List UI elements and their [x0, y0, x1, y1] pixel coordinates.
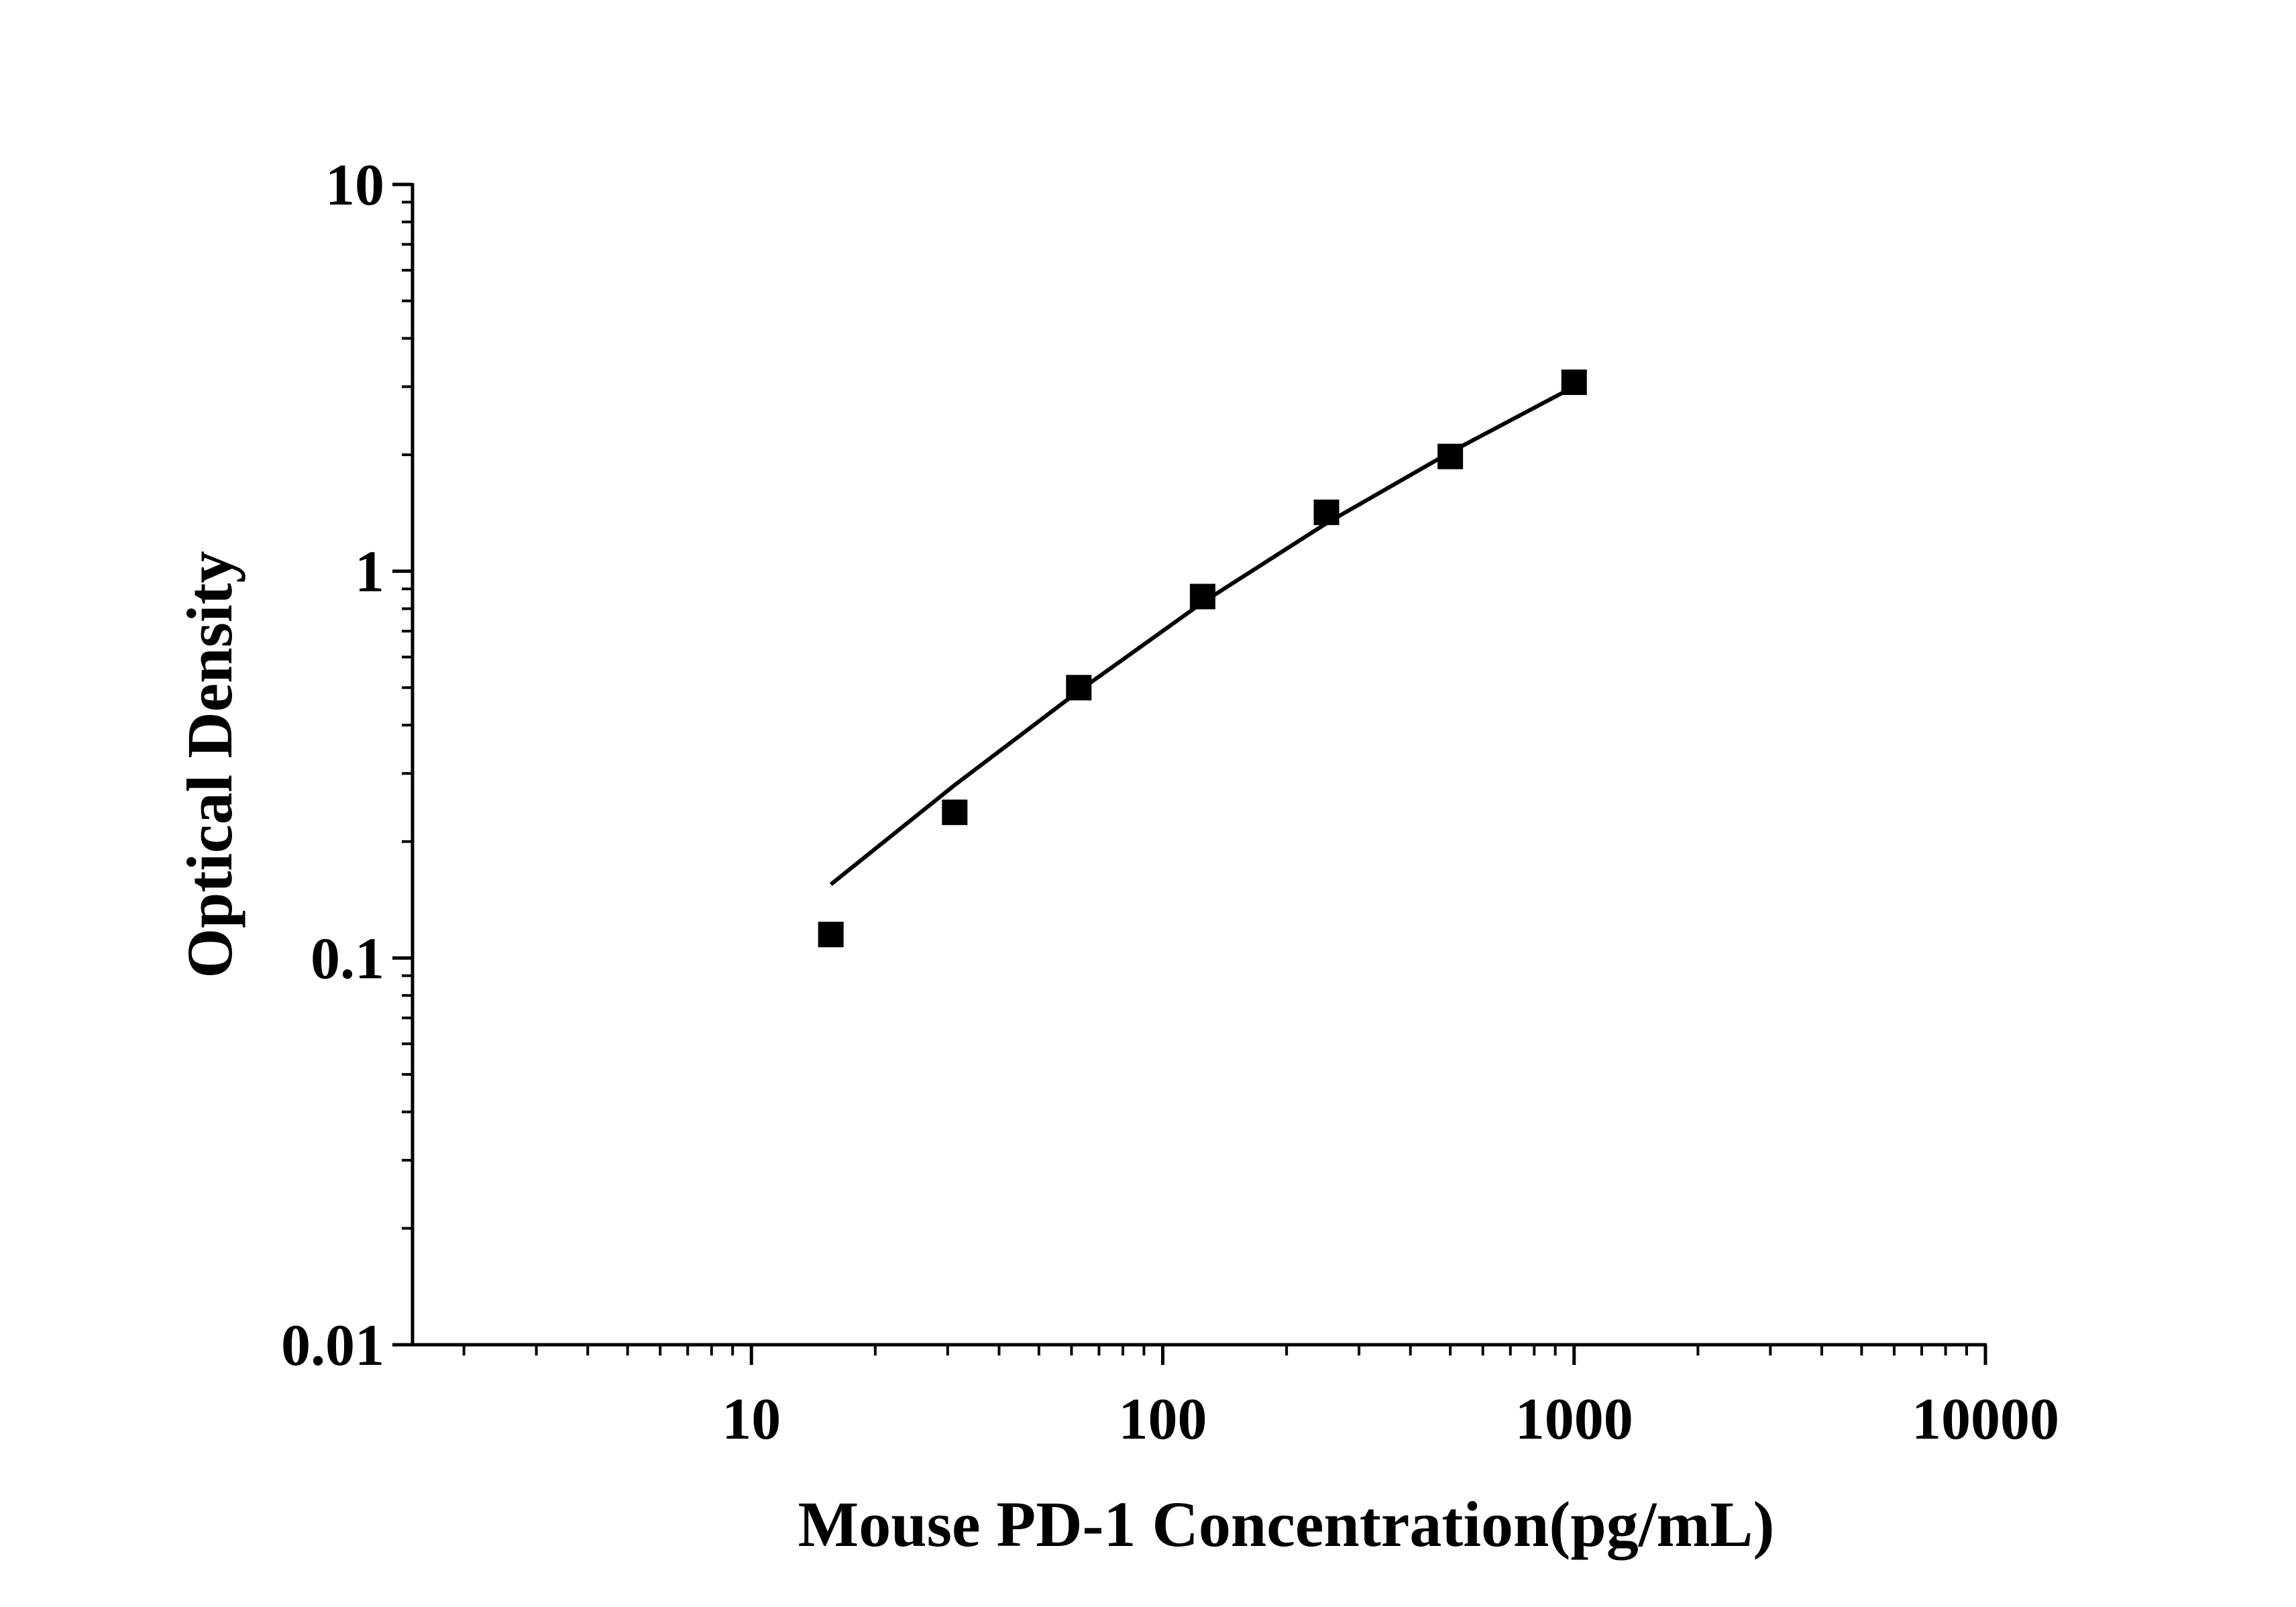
- data-point: [818, 922, 844, 948]
- data-point: [1313, 499, 1340, 525]
- x-tick-label: 100: [1119, 1387, 1207, 1452]
- data-point: [1189, 584, 1215, 610]
- data-point: [1437, 443, 1464, 469]
- y-axis-title: Optical Density: [174, 551, 245, 978]
- x-axis-title: Mouse PD-1 Concentration(pg/mL): [798, 1488, 1775, 1560]
- data-point: [1066, 675, 1092, 701]
- x-tick-label: 10000: [1912, 1387, 2059, 1452]
- x-tick-label: 1000: [1515, 1387, 1633, 1452]
- data-point: [942, 799, 968, 826]
- axis-labels: 10 100 1000 10000 0.01 0.1 1 10 Mouse PD-1 Conce…: [174, 153, 2059, 1560]
- y-tick-label: 1: [355, 540, 384, 605]
- x-tick-label: 10: [722, 1387, 781, 1452]
- axes: [392, 182, 1987, 1365]
- data-point: [1561, 369, 1587, 395]
- data-points: [818, 369, 1587, 948]
- y-tick-label: 0.1: [311, 926, 384, 991]
- y-tick-label: 10: [325, 153, 384, 218]
- y-tick-label: 0.01: [281, 1313, 384, 1378]
